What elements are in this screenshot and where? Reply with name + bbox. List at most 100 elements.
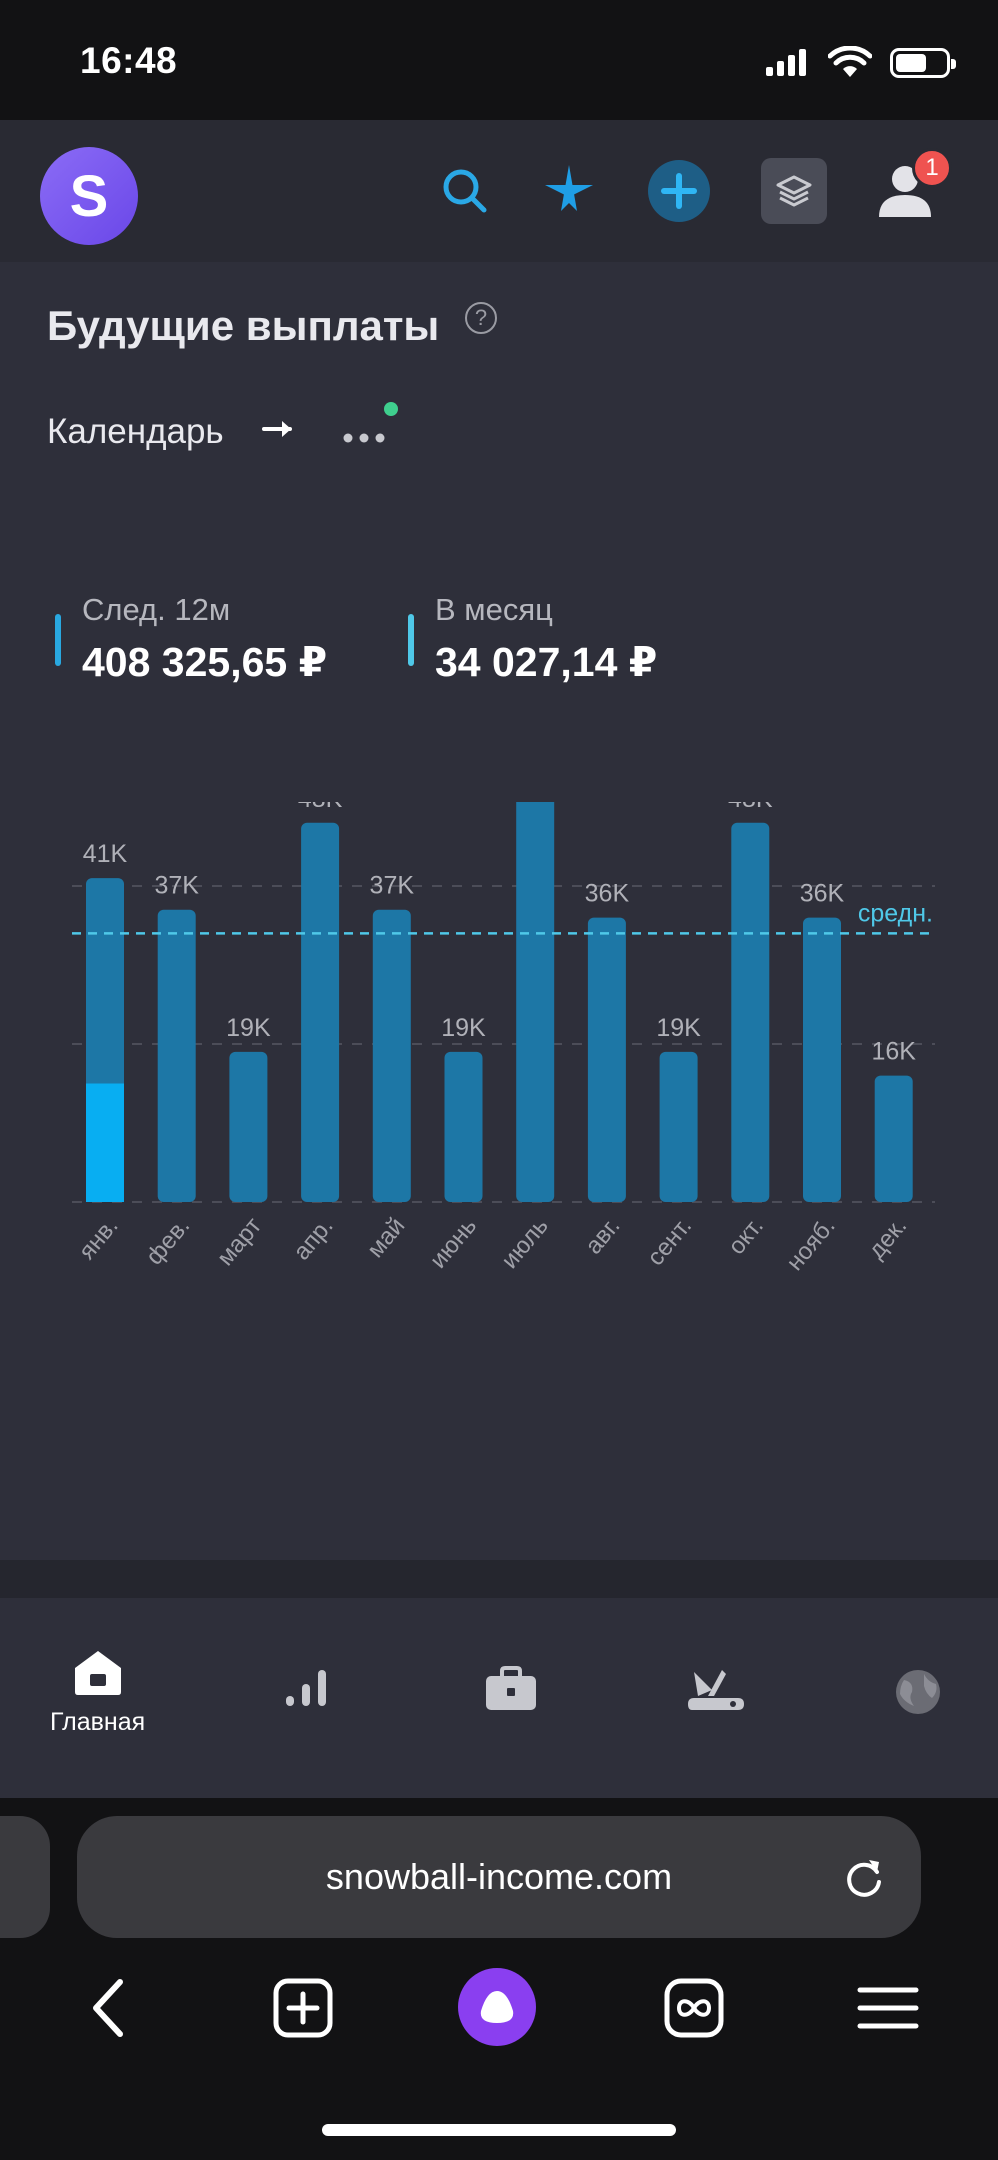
app-header: S	[0, 120, 998, 262]
chart-average-label: средн.	[858, 899, 933, 927]
tab-analytics[interactable]	[284, 1668, 330, 1708]
portfolios-button[interactable]	[761, 158, 827, 224]
tab-tools[interactable]	[686, 1666, 746, 1712]
payouts-bar-chart: 41K янв. 37K фев. 19K март 48K апр. 37K май 19K июн…	[72, 802, 935, 1276]
tabs-button[interactable]	[654, 1968, 734, 2048]
user-avatar-icon	[879, 166, 931, 217]
chart-bar	[803, 917, 841, 1202]
chart-value-label: 16K	[871, 1038, 916, 1066]
chart-value-label: 19K	[226, 1014, 271, 1042]
bottom-tab-bar: Главная	[0, 1598, 998, 1798]
assistant-icon	[480, 1991, 514, 2023]
favorites-button[interactable]	[536, 158, 602, 224]
chart-category-label: нояб.	[781, 1213, 840, 1276]
briefcase-icon	[486, 1666, 536, 1710]
analytics-icon	[286, 1670, 326, 1706]
chart-category-label: окт.	[723, 1213, 769, 1260]
layers-icon	[776, 175, 812, 207]
chart-bar	[372, 909, 411, 1202]
new-tab-button[interactable]	[263, 1968, 343, 2048]
snowball-logo[interactable]: S	[40, 147, 138, 245]
plus-icon	[661, 173, 697, 209]
chart-value-label: 48K	[298, 802, 343, 813]
tab-portfolio[interactable]	[484, 1666, 538, 1712]
chart-value-label: 19K	[441, 1014, 486, 1042]
chart-value-label: 37K	[154, 872, 199, 900]
status-time: 16:48	[80, 40, 178, 81]
chart-bar	[444, 1051, 483, 1202]
hamburger-menu-icon	[857, 1987, 919, 2029]
battery-icon	[890, 48, 956, 78]
status-bar: 16:48	[0, 0, 998, 120]
chart-category-label: янв.	[74, 1213, 124, 1265]
search-button[interactable]	[432, 158, 498, 224]
back-button[interactable]	[68, 1968, 148, 2048]
chevron-left-icon	[93, 1979, 123, 2037]
home-indicator	[322, 2124, 676, 2136]
browser-toolbar	[0, 1968, 998, 2068]
tools-icon	[688, 1670, 744, 1710]
chart-value-label: 36K	[800, 880, 845, 908]
stat-value: 408 325,65 ₽	[82, 639, 328, 685]
page-title: Будущие выплаты	[47, 302, 440, 349]
new-tab-icon	[273, 1978, 333, 2038]
address-bar[interactable]: snowball-income.com	[77, 1816, 921, 1938]
stat-label: След. 12м	[82, 592, 231, 627]
chart-value-label: 41K	[83, 840, 128, 868]
chart-bar	[587, 917, 626, 1202]
voice-assistant-button[interactable]	[458, 1968, 536, 2046]
stat-label: В месяц	[435, 592, 553, 627]
add-button[interactable]	[646, 158, 712, 224]
chart-category-label: июль	[496, 1213, 554, 1274]
chart-value-label: 36K	[585, 880, 630, 908]
chart-value-label: 48K	[728, 802, 773, 813]
chart-value-label: 37K	[370, 872, 415, 900]
previous-tab-preview[interactable]	[0, 1816, 50, 1938]
chart-category-label: фев.	[141, 1213, 195, 1271]
chart-bar	[731, 822, 770, 1202]
tab-home[interactable]: Главная	[50, 1648, 145, 1737]
stat-color-bar	[408, 614, 414, 666]
chart-bar-received	[86, 1083, 124, 1202]
stat-value: 34 027,14 ₽	[435, 639, 658, 685]
stat-color-bar	[55, 614, 61, 666]
tab-label: Главная	[50, 1708, 146, 1736]
search-icon	[443, 169, 487, 213]
chart-value-label: 19K	[656, 1014, 701, 1042]
future-payouts-card: Будущие выплаты ? Календарь След. 12м 40…	[0, 262, 998, 1560]
chart-bar	[229, 1051, 268, 1202]
chart-bar	[157, 909, 196, 1202]
chart-bar	[659, 1051, 698, 1202]
status-icons	[766, 46, 956, 80]
wifi-icon	[828, 46, 872, 77]
tab-global[interactable]	[894, 1668, 942, 1716]
more-options-icon[interactable]	[342, 432, 386, 444]
chart-bar	[301, 822, 340, 1202]
arrow-right-icon[interactable]	[262, 412, 296, 446]
menu-button[interactable]	[848, 1968, 928, 2048]
chart-category-label: сент.	[642, 1213, 697, 1271]
cellular-signal-icon	[766, 48, 810, 78]
plus-circle	[648, 160, 710, 222]
chart-category-label: март	[212, 1213, 267, 1271]
reload-icon[interactable]	[841, 1854, 887, 1900]
calendar-link[interactable]: Календарь	[47, 412, 224, 451]
chart-category-label: май	[362, 1213, 410, 1263]
section-divider	[0, 1560, 998, 1598]
profile-button[interactable]	[870, 158, 940, 224]
new-indicator-dot	[384, 402, 398, 416]
home-icon	[74, 1651, 121, 1695]
chart-bar	[516, 802, 555, 1202]
tabs-icon	[664, 1978, 724, 2038]
chart-category-label: авг.	[580, 1213, 625, 1260]
chart-category-label: дек.	[863, 1213, 912, 1264]
chart-category-label: июнь	[425, 1213, 482, 1274]
help-icon[interactable]: ?	[465, 302, 497, 334]
notification-badge: 1	[912, 148, 952, 188]
browser-chrome: snowball-income.com	[0, 1798, 998, 2160]
star-icon	[545, 165, 593, 211]
globe-icon	[896, 1670, 940, 1714]
url-text[interactable]: snowball-income.com	[325, 1856, 673, 1897]
chart-category-label: апр.	[288, 1213, 338, 1266]
chart-bar	[874, 1075, 913, 1202]
